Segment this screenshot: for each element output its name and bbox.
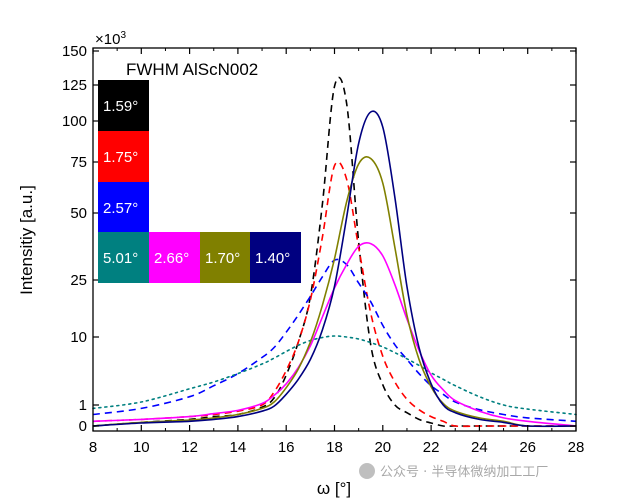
y-tick-label: 125 — [62, 77, 87, 94]
legend-label: 5.01° — [103, 250, 138, 267]
x-tick-label: 28 — [568, 439, 585, 456]
legend-label: 1.40° — [255, 250, 290, 267]
wechat-icon — [359, 463, 375, 479]
y-tick-label: 0 — [79, 418, 87, 435]
series-line — [92, 161, 576, 428]
x-tick-label: 10 — [133, 439, 150, 456]
x-tick-label: 12 — [181, 439, 198, 456]
x-tick-label: 26 — [519, 439, 536, 456]
legend-swatch — [98, 131, 149, 182]
x-tick-label: 14 — [230, 439, 247, 456]
y-tick-label: 100 — [62, 113, 87, 130]
series-line — [92, 258, 577, 423]
series-line — [92, 156, 577, 428]
legend-label: 1.75° — [103, 149, 138, 166]
watermark-text: 公众号 · 半导体微纳加工工厂 — [380, 465, 548, 480]
legend-title: FWHM AlScN002 — [126, 60, 258, 79]
x-tick-label: 16 — [278, 439, 295, 456]
legend-label: 1.59° — [103, 98, 138, 115]
y-multiplier: ×103 — [95, 30, 126, 48]
series-line — [92, 76, 576, 428]
y-tick-label: 25 — [70, 272, 87, 289]
legend-label: 1.70° — [205, 250, 240, 267]
legend-swatch — [149, 232, 200, 283]
y-axis-ticks: 0 1 10 25 50 75 100 125 150 — [62, 43, 576, 435]
legend-swatch — [250, 232, 301, 283]
legend-label: 2.57° — [103, 200, 138, 217]
y-axis-title: Intensitiy [a.u.] — [17, 185, 36, 295]
legend-swatch — [98, 80, 149, 131]
y-tick-label: 1 — [79, 397, 87, 414]
y-tick-label: 150 — [62, 43, 87, 60]
y-tick-label: 10 — [70, 329, 87, 346]
legend-swatch — [200, 232, 251, 283]
y-tick-label: 75 — [70, 154, 87, 171]
series-line — [92, 335, 577, 416]
y-tick-label: 50 — [70, 205, 87, 222]
watermark: 公众号 · 半导体微纳加工工厂 — [359, 463, 548, 480]
x-tick-label: 22 — [423, 439, 440, 456]
series-line — [92, 110, 577, 428]
x-tick-label: 24 — [471, 439, 488, 456]
x-tick-label: 18 — [326, 439, 343, 456]
legend-label: 2.66° — [154, 250, 189, 267]
x-tick-label: 8 — [89, 439, 97, 456]
x-axis-title: ω [°] — [317, 479, 351, 498]
legend-swatch — [98, 182, 149, 233]
x-tick-label: 20 — [374, 439, 391, 456]
legend: 1.59° 1.75° 2.57° 5.01° 2.66° 1.70° 1.40° — [98, 80, 301, 283]
x-axis-ticks: 8 10 12 14 16 18 20 22 24 26 28 — [89, 48, 585, 456]
series-lines — [92, 76, 577, 428]
series-line — [92, 242, 577, 427]
legend-swatch — [98, 232, 149, 283]
